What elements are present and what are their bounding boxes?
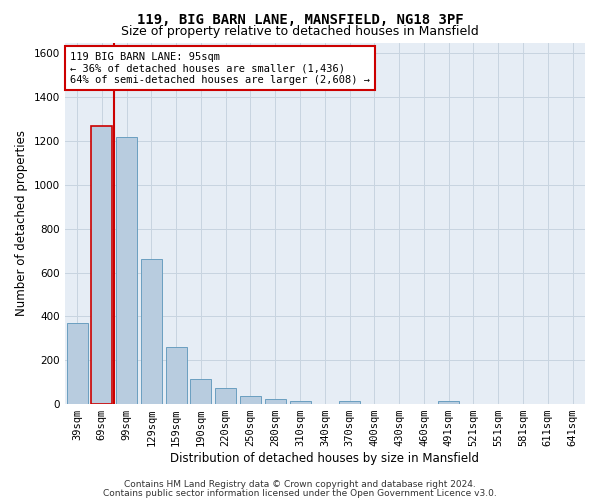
Bar	[438, 401, 459, 404]
Bar	[339, 401, 360, 404]
Text: Size of property relative to detached houses in Mansfield: Size of property relative to detached ho…	[121, 25, 479, 38]
Bar	[215, 388, 236, 404]
Bar	[240, 396, 261, 404]
Bar	[116, 136, 137, 404]
Text: 119, BIG BARN LANE, MANSFIELD, NG18 3PF: 119, BIG BARN LANE, MANSFIELD, NG18 3PF	[137, 12, 463, 26]
Bar	[265, 398, 286, 404]
Bar	[91, 126, 112, 404]
Y-axis label: Number of detached properties: Number of detached properties	[15, 130, 28, 316]
Bar	[290, 401, 311, 404]
Text: 119 BIG BARN LANE: 95sqm
← 36% of detached houses are smaller (1,436)
64% of sem: 119 BIG BARN LANE: 95sqm ← 36% of detach…	[70, 52, 370, 84]
Bar	[166, 347, 187, 404]
Bar	[141, 260, 162, 404]
X-axis label: Distribution of detached houses by size in Mansfield: Distribution of detached houses by size …	[170, 452, 479, 465]
Text: Contains HM Land Registry data © Crown copyright and database right 2024.: Contains HM Land Registry data © Crown c…	[124, 480, 476, 489]
Bar	[67, 323, 88, 404]
Bar	[190, 379, 211, 404]
Text: Contains public sector information licensed under the Open Government Licence v3: Contains public sector information licen…	[103, 488, 497, 498]
